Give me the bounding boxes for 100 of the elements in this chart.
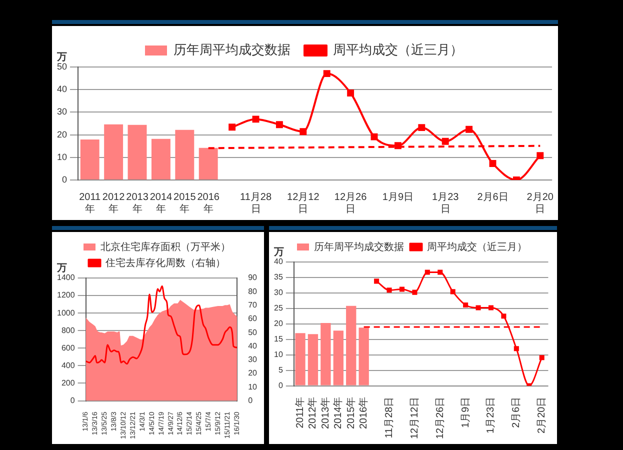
y2-tick-label: 70 <box>248 300 258 310</box>
y-axis-title: 万 <box>273 246 284 258</box>
y-tick-label: 40 <box>274 257 284 266</box>
point <box>424 270 430 275</box>
bar <box>198 148 218 180</box>
point <box>438 270 443 275</box>
point <box>399 286 405 292</box>
point <box>488 305 494 310</box>
y2-tick-label: 50 <box>248 328 258 337</box>
legend-label: 北京住宅库存面积（万平米） <box>100 240 230 253</box>
y-axis-title: 万 <box>56 52 67 63</box>
y-tick-label: 20 <box>56 129 68 140</box>
x-tick-label: 12月12日 <box>287 192 320 215</box>
y-tick-label: 200 <box>61 378 76 388</box>
legend-label: 住宅去库存化周数（右轴） <box>106 256 226 269</box>
x-tick-label: 1月9日 <box>382 192 414 203</box>
y2-tick-label: 80 <box>248 286 258 296</box>
x-tick-label: 2月20日 <box>526 192 554 215</box>
bar <box>308 334 318 386</box>
bar <box>80 140 100 180</box>
x-tick-label: 2014年 <box>332 396 344 430</box>
point <box>374 278 380 284</box>
bar <box>175 130 194 180</box>
y2-tick-label: 20 <box>248 368 258 378</box>
x-tick-label: 12月12日 <box>409 396 420 440</box>
point <box>450 289 456 294</box>
y-tick-label: 30 <box>56 106 68 117</box>
point <box>466 126 473 133</box>
y-tick-label: 0 <box>62 174 68 184</box>
y-tick-label: 600 <box>61 343 76 352</box>
x-tick-label: 2月20日 <box>536 396 548 434</box>
bar <box>358 328 369 386</box>
y-tick-label: 10 <box>274 350 284 360</box>
x-tick-label: 2016年 <box>197 192 220 215</box>
y-tick-label: 1200 <box>57 290 76 300</box>
point <box>539 355 544 360</box>
point <box>347 90 354 96</box>
point <box>536 152 544 160</box>
y-tick-label: 40 <box>56 84 68 94</box>
x-tick-label: 12月26日 <box>334 192 368 215</box>
point <box>412 290 418 295</box>
bar <box>320 322 331 386</box>
y-tick-label: 800 <box>61 326 76 335</box>
x-tick-label: 11月28日 <box>240 192 272 215</box>
y2-tick-label: 10 <box>248 382 258 392</box>
bar <box>151 138 170 180</box>
y-tick-label: 20 <box>274 319 284 328</box>
point <box>370 133 378 140</box>
bar <box>333 330 344 386</box>
point <box>514 346 519 352</box>
y-tick-label: 0 <box>70 396 76 405</box>
point <box>442 138 449 145</box>
bar <box>346 306 356 386</box>
x-tick-label: 2011年 <box>79 192 102 215</box>
x-tick-label: 1月9日 <box>460 396 472 428</box>
y-tick-label: 1400 <box>57 273 76 282</box>
x-tick-label: 2013年 <box>319 396 332 430</box>
bar <box>104 124 124 180</box>
y-tick-label: 5 <box>278 365 284 374</box>
y2-tick-label: 30 <box>248 355 258 364</box>
y-tick-label: 0 <box>278 380 284 390</box>
point <box>386 288 392 293</box>
y-tick-label: 30 <box>274 288 284 298</box>
legend-label: 历年周平均成交数据 <box>314 240 404 253</box>
bar <box>295 333 306 386</box>
x-tick-label: 2014年 <box>150 192 173 215</box>
y2-tick-label: 0 <box>248 396 254 405</box>
y-tick-label: 400 <box>61 360 76 370</box>
x-tick-label: 2月6日 <box>477 192 508 203</box>
x-tick-label: 1月23日 <box>432 192 460 215</box>
x-tick-label: 2016年 <box>358 396 370 430</box>
legend-label: 周平均成交（近三月） <box>333 42 463 58</box>
x-tick-label: 2015年 <box>174 192 196 215</box>
x-tick-label: 2012年 <box>102 192 126 215</box>
y-axis-title: 万 <box>56 262 67 274</box>
x-tick-label: 2月6日 <box>511 396 522 428</box>
point <box>501 314 506 319</box>
y-tick-label: 15 <box>274 334 284 344</box>
x-tick-label: 11月28日 <box>384 396 396 438</box>
point <box>418 124 426 132</box>
x-tick-label: 2013年 <box>126 192 149 215</box>
point <box>489 160 496 167</box>
y2-tick-label: 40 <box>248 341 258 350</box>
bar <box>128 124 147 180</box>
y-tick-label: 25 <box>274 304 284 313</box>
x-tick-label: 2015年 <box>344 396 357 430</box>
y-tick-label: 35 <box>274 272 284 282</box>
point <box>476 305 481 310</box>
point <box>323 70 330 78</box>
point <box>276 121 283 128</box>
x-tick-label: 12月26日 <box>434 396 446 440</box>
x-tick-label: 1月23日 <box>486 396 497 434</box>
y-tick-label: 10 <box>56 152 68 162</box>
point <box>394 142 402 150</box>
legend-label: 历年周平均成交数据 <box>174 42 290 58</box>
legend-label: 周平均成交（近三月） <box>427 240 527 253</box>
point <box>228 124 236 131</box>
y2-tick-label: 60 <box>248 314 258 324</box>
x-tick-label: 2011年 <box>294 396 306 428</box>
point <box>463 302 468 308</box>
